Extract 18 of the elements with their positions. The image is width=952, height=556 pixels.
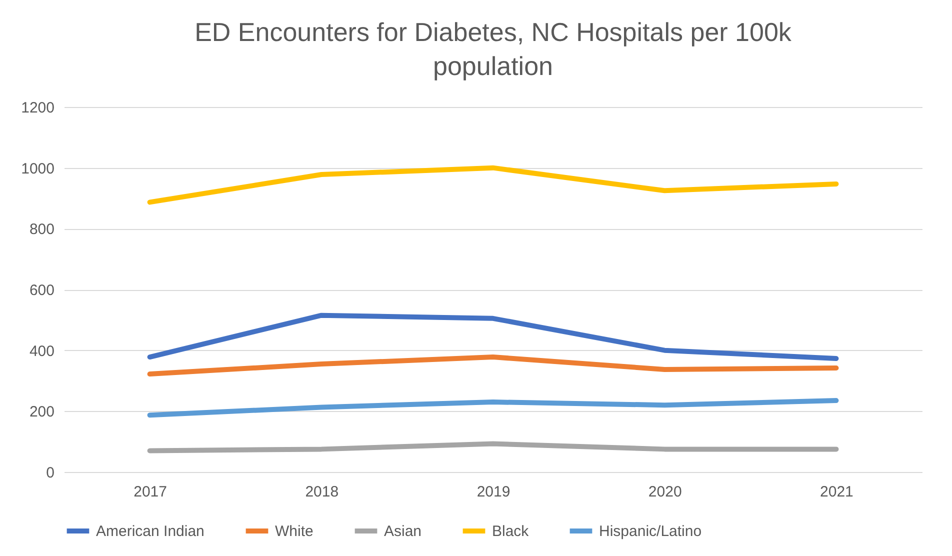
legend-label: Hispanic/Latino: [599, 523, 702, 540]
y-tick-label: 800: [29, 221, 54, 238]
y-tick-label: 200: [29, 404, 54, 421]
legend-label: American Indian: [96, 523, 204, 540]
x-tick-label: 2017: [134, 484, 167, 500]
y-tick-label: 400: [29, 342, 54, 360]
legend-label: Asian: [384, 523, 422, 540]
x-tick-label: 2019: [476, 484, 510, 500]
legend-label: Black: [492, 523, 530, 540]
chart-title: ED Encounters for Diabetes, NC Hospitals per 100k population: [194, 17, 792, 81]
legend-label: White: [275, 523, 314, 540]
x-tick-label: 2018: [305, 484, 339, 500]
y-tick-label: 1200: [21, 100, 54, 116]
y-tick-label: 1000: [21, 160, 54, 178]
x-tick-label: 2021: [820, 484, 854, 500]
x-tick-label: 2020: [648, 484, 682, 500]
y-tick-label: 0: [46, 464, 54, 482]
y-tick-label: 600: [29, 282, 54, 299]
